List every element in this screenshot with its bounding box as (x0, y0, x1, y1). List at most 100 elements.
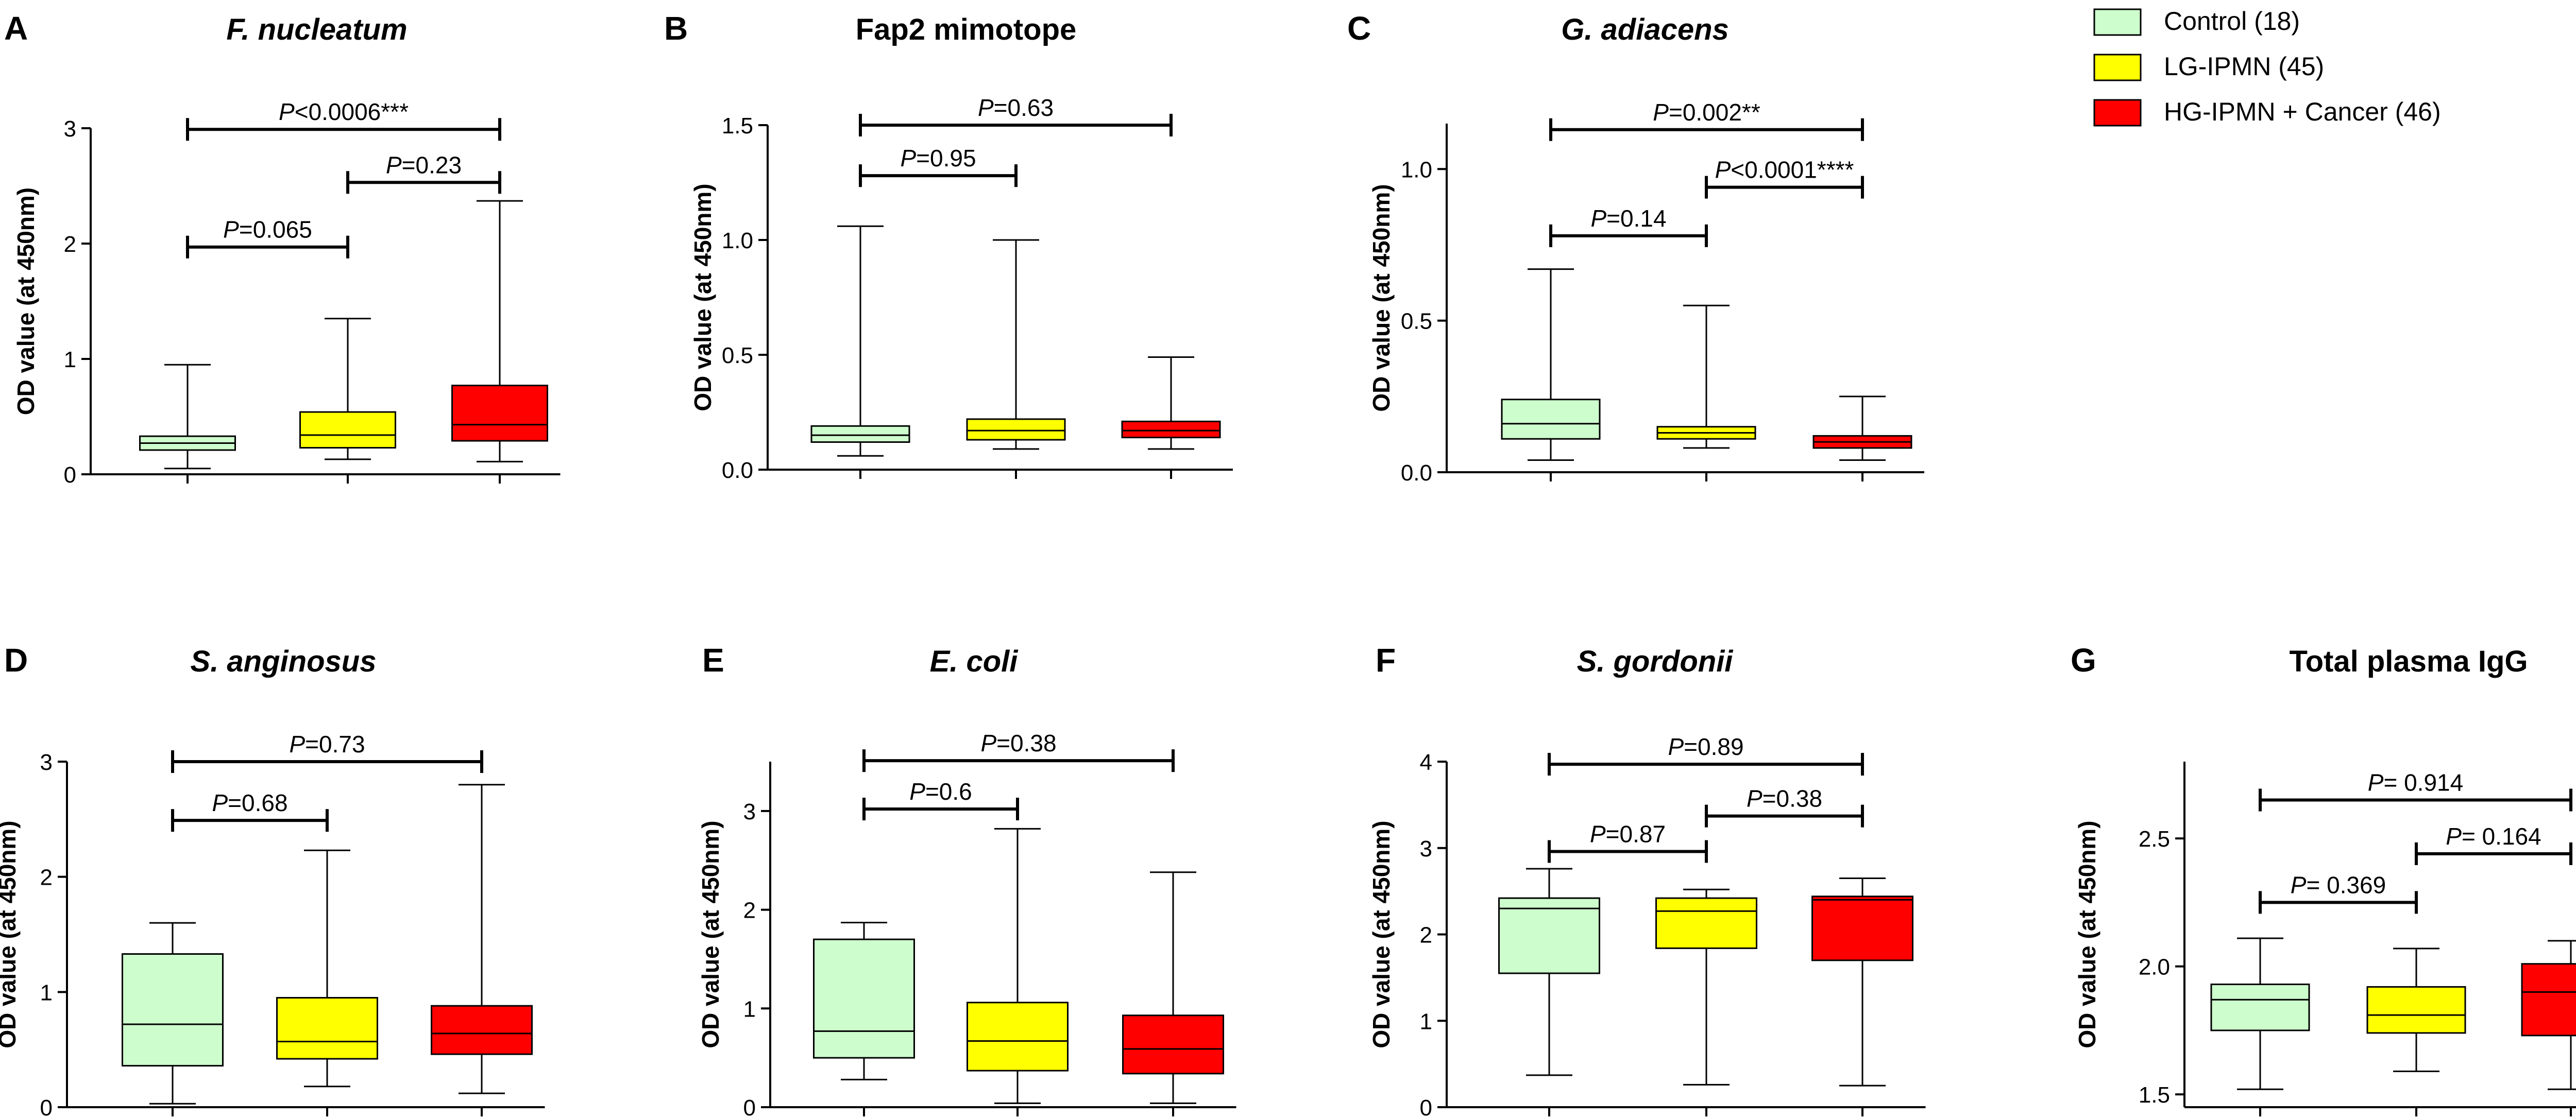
y-tick-label: 1.0 (722, 228, 753, 253)
p-value: =0.38 (1762, 785, 1822, 812)
y-tick-label: 4 (1420, 750, 1432, 775)
p-value-label: P<0.0001**** (1715, 157, 1854, 183)
p-letter: P (2446, 823, 2462, 850)
box-0 (813, 938, 915, 1059)
p-value-label: P=0.95 (900, 145, 976, 171)
p-letter: P (980, 730, 996, 756)
p-value: =0.14 (1606, 205, 1666, 232)
chart-title: Total plasma IgG (2289, 645, 2528, 678)
p-value-label: P=0.14 (1590, 205, 1666, 232)
box-2 (451, 385, 548, 442)
panel-C: C G. adiacens OD value (at 450nm) 0.0 0.5 1.0… (1347, 10, 1924, 486)
panel-letter: G (2071, 642, 2096, 679)
legend-label: HG-IPMN + Cancer (46) (2164, 97, 2441, 126)
y-tick-label: 2 (40, 865, 53, 890)
p-value-label: P= 0.914 (2368, 769, 2463, 796)
p-letter: P (978, 94, 994, 121)
box-2 (1811, 896, 1913, 961)
p-letter: P (279, 98, 295, 125)
box-0 (122, 953, 224, 1067)
p-value: =0.002** (1669, 99, 1760, 126)
p-value-label: P= 0.164 (2446, 823, 2541, 850)
p-value-label: P=0.63 (978, 94, 1054, 121)
p-value-label: P=0.73 (289, 731, 365, 758)
y-tick-label: 0.5 (722, 343, 753, 368)
p-letter: P (212, 789, 228, 816)
p-letter: P (2368, 769, 2384, 796)
y-axis-label: OD value (at 450nm) (2074, 820, 2100, 1048)
p-letter: P (1715, 157, 1731, 183)
p-value: <0.0001**** (1731, 157, 1854, 183)
panel-letter: A (4, 10, 28, 47)
p-value-label: P=0.38 (980, 730, 1056, 756)
y-tick-label: 3 (1420, 836, 1432, 862)
p-value: = 0.164 (2462, 823, 2541, 850)
y-axis-label: OD value (at 450nm) (1368, 820, 1395, 1048)
chart-title: E. coli (930, 645, 1019, 678)
p-value: =0.6 (925, 778, 972, 805)
box-1 (1655, 897, 1757, 949)
y-tick-label: 1 (743, 996, 756, 1022)
y-tick-label: 0 (743, 1095, 756, 1118)
p-value: =0.63 (994, 94, 1054, 121)
p-letter: P (909, 778, 925, 805)
p-value: <0.0006*** (295, 98, 409, 125)
p-value-label: P=0.065 (223, 216, 312, 243)
box-2 (1122, 1014, 1224, 1075)
p-letter: P (386, 151, 402, 178)
p-letter: P (289, 731, 305, 758)
p-value: =0.38 (996, 730, 1056, 756)
p-value-label: P=0.6 (909, 778, 972, 805)
y-tick-label: 0 (40, 1095, 53, 1118)
p-value: =0.065 (239, 216, 312, 243)
panel-letter: C (1347, 10, 1371, 47)
box-1 (967, 1002, 1069, 1072)
p-letter: P (1653, 99, 1669, 126)
y-tick-label: 0.0 (1401, 460, 1432, 486)
panel-letter: B (664, 10, 688, 47)
chart-title: Fap2 mimotope (856, 13, 1077, 46)
box-1 (966, 418, 1066, 441)
y-tick-label: 3 (743, 799, 756, 824)
p-value-label: P=0.68 (212, 789, 287, 816)
box-1 (276, 997, 378, 1060)
y-tick-label: 0.0 (722, 458, 753, 483)
box-1 (2366, 986, 2466, 1034)
box-1 (299, 411, 396, 449)
box-0 (810, 425, 910, 443)
box-2 (431, 1005, 533, 1055)
p-letter: P (2291, 871, 2307, 898)
y-tick-label: 1 (1420, 1009, 1432, 1034)
chart-title: S. anginosus (191, 645, 377, 678)
p-letter: P (223, 216, 239, 243)
y-tick-label: 1 (40, 980, 53, 1005)
p-value-label: P=0.002** (1653, 99, 1760, 126)
y-tick-label: 2 (743, 898, 756, 923)
p-value: =0.68 (228, 789, 287, 816)
y-tick-label: 2.5 (2139, 827, 2170, 852)
y-tick-label: 1.0 (1401, 157, 1432, 182)
legend-label: LG-IPMN (45) (2164, 52, 2324, 81)
p-value: =0.87 (1606, 820, 1666, 847)
y-tick-label: 1.5 (2139, 1082, 2170, 1108)
panel-G: G Total plasma IgG OD value (at 450nm) 1.5 2… (2071, 642, 2576, 1116)
y-tick-label: 0 (64, 462, 76, 488)
panel-letter: F (1376, 642, 1396, 679)
y-tick-label: 0 (1420, 1095, 1432, 1118)
box-2 (2521, 963, 2576, 1037)
y-axis-label: OD value (at 450nm) (12, 187, 39, 415)
p-value-label: P<0.0006*** (279, 98, 409, 125)
panel-letter: E (702, 642, 724, 679)
panel-letter: D (4, 642, 28, 679)
legend-swatch-0 (2093, 8, 2142, 36)
chart-title: S. gordonii (1577, 645, 1734, 678)
box-0 (1501, 399, 1601, 440)
p-letter: P (1590, 205, 1606, 232)
box-2 (1121, 420, 1221, 439)
legend-swatch-1 (2093, 54, 2142, 81)
